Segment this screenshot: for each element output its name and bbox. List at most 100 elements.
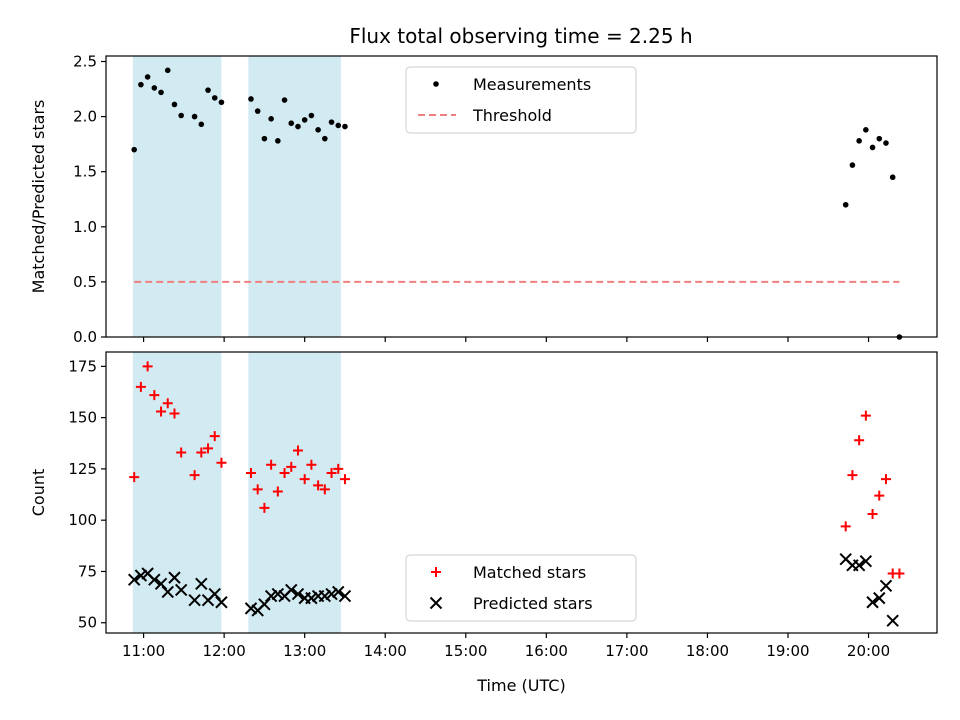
legend-label: Matched stars <box>473 563 586 582</box>
predicted-point <box>174 583 188 597</box>
measurement-point <box>158 89 164 96</box>
matched-point <box>245 468 256 479</box>
measurement-point <box>171 101 178 108</box>
predicted-point <box>305 591 318 605</box>
predicted-point <box>168 571 181 584</box>
predicted-point <box>859 555 873 568</box>
matched-point <box>847 470 858 481</box>
predicted-point <box>873 591 886 605</box>
y-tick-label: 175 <box>68 357 97 375</box>
predicted-point <box>291 587 305 601</box>
measurement-point <box>218 99 225 106</box>
y-tick-label: 2.0 <box>73 108 97 126</box>
y-tick-label: 150 <box>68 409 97 427</box>
predicted-point <box>852 559 866 572</box>
top-panel: 0.0 0.5 1.0 1.5 2.0 2.5 Matched/Predicted star… <box>29 53 938 346</box>
matched-point <box>203 443 214 454</box>
matched-point <box>216 457 227 468</box>
matched-point <box>867 509 878 520</box>
matched-point <box>286 461 297 472</box>
predicted-point <box>318 589 332 603</box>
predicted-point <box>244 602 258 615</box>
measurement-point <box>261 135 268 142</box>
legend-label: Predicted stars <box>473 594 593 613</box>
bottom-panel: 50 75 100 125 150 175 11:00 12:00 13:00 14:00 15:0… <box>29 351 938 695</box>
matched-point <box>196 447 207 458</box>
legend-predicted-swatch <box>429 596 443 610</box>
axes-frame <box>105 351 938 634</box>
measurement-point <box>138 81 144 88</box>
measurement-point <box>281 97 288 103</box>
measurement-point <box>211 95 218 101</box>
x-tick-label: 12:00 <box>203 642 246 660</box>
x-tick-label: 13:00 <box>283 642 326 660</box>
predicted-point <box>879 579 893 593</box>
x-tick-label: 11:00 <box>122 642 165 660</box>
y-tick-label: 1.0 <box>73 218 97 236</box>
measurement-point <box>288 120 295 127</box>
matched-point <box>259 502 270 513</box>
measurement-point <box>164 67 171 74</box>
y-tick-label: 100 <box>68 511 97 529</box>
matched-point <box>313 480 324 491</box>
x-tick-label: 15:00 <box>444 642 487 660</box>
predicted-point <box>195 577 208 590</box>
measurement-point <box>869 144 876 151</box>
axes-frame <box>105 55 938 338</box>
matched-point <box>252 484 263 495</box>
measurement-point <box>301 117 308 123</box>
measurement-point <box>322 135 328 142</box>
matched-point <box>189 470 200 481</box>
predicted-point <box>886 614 899 627</box>
y-tick-label: 0.0 <box>73 328 97 346</box>
y-axis-label: Count <box>29 469 48 517</box>
predicted-point <box>338 589 352 603</box>
matched-point <box>299 474 310 485</box>
legend-label: Threshold <box>472 106 552 125</box>
y-tick-label: 1.5 <box>73 163 97 181</box>
matched-point <box>272 486 283 497</box>
y-tick-label: 125 <box>68 460 97 478</box>
matched-point <box>840 521 851 532</box>
measurement-point <box>144 74 151 80</box>
matched-point <box>326 468 337 479</box>
matched-point <box>156 406 167 417</box>
x-tick-label: 20:00 <box>847 642 890 660</box>
measurement-point <box>883 140 889 146</box>
shaded-interval-1 <box>132 56 222 337</box>
legend-matched-swatch <box>431 567 441 577</box>
measurement-point <box>856 138 862 144</box>
measurement-point <box>889 174 896 181</box>
measurement-point <box>275 138 281 144</box>
measurement-point <box>849 162 856 168</box>
predicted-point <box>134 569 148 582</box>
y-axis-label: Matched/Predicted stars <box>29 100 48 294</box>
matched-point <box>169 408 180 419</box>
x-axis-label: Time (UTC) <box>476 676 565 695</box>
series-predicted-stars <box>127 552 899 627</box>
legend-box <box>405 66 637 134</box>
predicted-point <box>271 587 285 601</box>
matched-point <box>874 490 885 501</box>
measurement-point <box>178 112 184 119</box>
legend: Matched stars Predicted stars <box>405 554 637 622</box>
measurement-point <box>198 121 205 128</box>
measurement-point <box>342 123 348 130</box>
matched-point <box>319 484 330 495</box>
predicted-point <box>866 596 879 609</box>
y-tick-label: 50 <box>78 614 97 632</box>
x-tick-label: 17:00 <box>605 642 648 660</box>
series-matched-stars <box>129 361 905 579</box>
measurement-point <box>842 201 849 208</box>
predicted-point <box>258 598 271 611</box>
measurement-point <box>876 135 883 142</box>
legend-measurement-swatch <box>433 81 439 87</box>
matched-point <box>292 445 303 456</box>
predicted-point <box>264 589 278 603</box>
y-tick-label: 0.5 <box>73 273 97 291</box>
matched-point <box>894 568 905 579</box>
y-tick-label: 2.5 <box>73 53 97 71</box>
y-tick-label: 75 <box>78 562 97 580</box>
matched-point <box>339 474 350 485</box>
